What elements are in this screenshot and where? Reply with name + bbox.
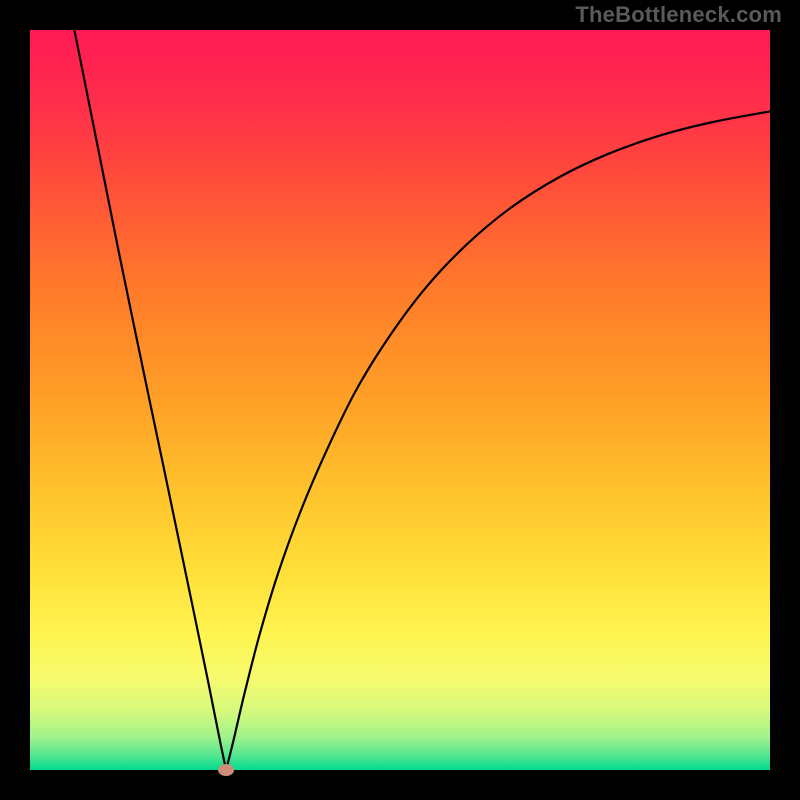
- watermark-text: TheBottleneck.com: [575, 2, 782, 28]
- bottleneck-curve-chart: [0, 0, 800, 800]
- optimal-point-marker: [218, 764, 234, 776]
- curve-left-branch: [74, 30, 226, 770]
- curve-right-branch: [226, 111, 770, 770]
